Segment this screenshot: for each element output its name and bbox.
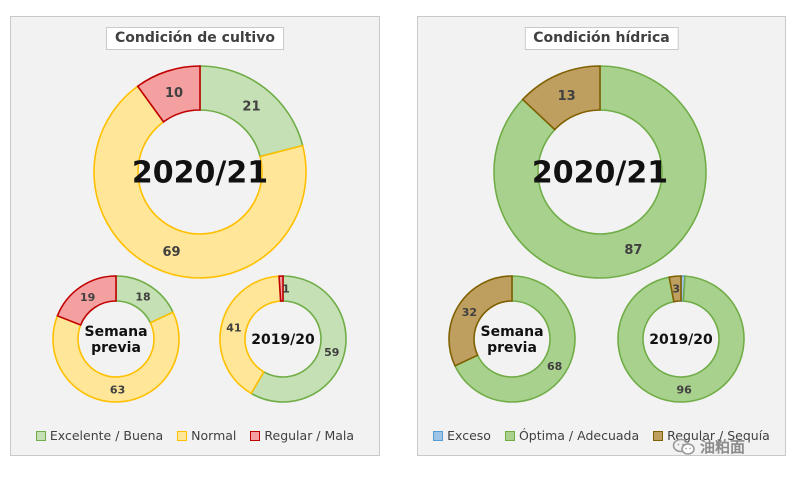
wechat-icon [672,438,695,455]
slice-value-label: 3 [672,283,680,296]
slice-value-label: 63 [110,383,125,396]
donut-slice [448,275,513,367]
slice-value-label: 32 [462,306,477,319]
legend-label: Óptima / Adecuada [518,428,640,443]
chart-legend: Excelente / Buena Normal Regular / Mala [11,428,379,443]
slice-value-label: 68 [547,360,562,373]
legend-item: Normal [177,428,236,443]
legend-label: Excelente / Buena [49,428,164,443]
donut-center-label: previa [91,340,141,356]
legend-item: Regular / Sequía [653,428,770,443]
slice-value-label: 41 [226,321,241,334]
donut-slice [668,275,682,303]
legend-swatch [177,430,188,441]
legend-label: Regular / Mala [264,428,355,443]
donut-center-label: 2020/21 [532,156,668,191]
slice-value-label: 13 [558,89,576,104]
donut-slice [617,275,745,403]
donut-center-label: 2019/20 [251,332,315,348]
legend-label: Normal [191,428,237,443]
legend-swatch [433,430,444,441]
donut-slice [52,311,180,403]
legend-swatch [653,430,664,441]
slice-value-label: 18 [135,290,150,303]
legend-item: Excelente / Buena [35,428,164,443]
slice-value-label: 87 [624,243,642,258]
donut-slice [453,275,576,403]
donut-slice [250,275,347,403]
slice-value-label: 19 [80,291,95,304]
donut-ring-1: 06832Semanaprevia [448,275,576,403]
donut-slice [278,275,284,302]
donut-center-label: previa [487,340,537,356]
water-condition-panel: Condición hídrica 087132020/2106832Seman… [417,16,786,456]
donut-slice [93,85,307,279]
legend-label: Exceso [447,428,491,443]
legend-item: Exceso [433,428,491,443]
chart-title: Condición de cultivo [106,27,284,50]
crop-condition-panel: Condición de cultivo 21 69 10 2020/21 18 63 19… [10,16,380,456]
slice-value-label: 96 [677,383,693,396]
slice-value-label: 1 [282,283,290,296]
donut-center-label: Semana [84,324,147,340]
slice-value-label: 69 [162,245,180,260]
legend-swatch [250,430,261,441]
donut-slice [493,65,707,279]
legend-label: Regular / Sequía [667,428,770,443]
donut-slice [136,65,201,123]
donut-ring-2: 19632019/20 [617,275,745,403]
donut-center-label: Semana [480,324,543,340]
watermark: 油粕面 [672,436,745,457]
donut-slice [56,275,117,327]
donut-ring-2: 59 41 1 2019/20 [219,275,347,403]
slice-value-label: 21 [242,100,260,115]
water-condition-donuts: 087132020/2106832Semanaprevia19632019/20 [448,65,745,403]
donut-center-label: 2019/20 [649,332,713,348]
legend-item: Óptima / Adecuada [504,428,640,443]
slice-value-label: 59 [324,346,339,359]
donut-ring-0: 21 69 10 2020/21 [93,65,307,279]
slice-value-label: 10 [165,86,183,101]
chart-title: Condición hídrica [524,27,679,50]
legend-item: Regular / Mala [250,428,354,443]
donut-center-label: 2020/21 [132,156,268,191]
legend-swatch [35,430,46,441]
watermark-text: 油粕面 [700,438,746,456]
legend-swatch [504,430,515,441]
donut-slice [219,275,282,395]
donut-slice [521,65,601,131]
donut-ring-0: 087132020/21 [493,65,707,279]
chart-legend: Exceso Óptima / Adecuada Regular / Sequía [418,428,785,443]
